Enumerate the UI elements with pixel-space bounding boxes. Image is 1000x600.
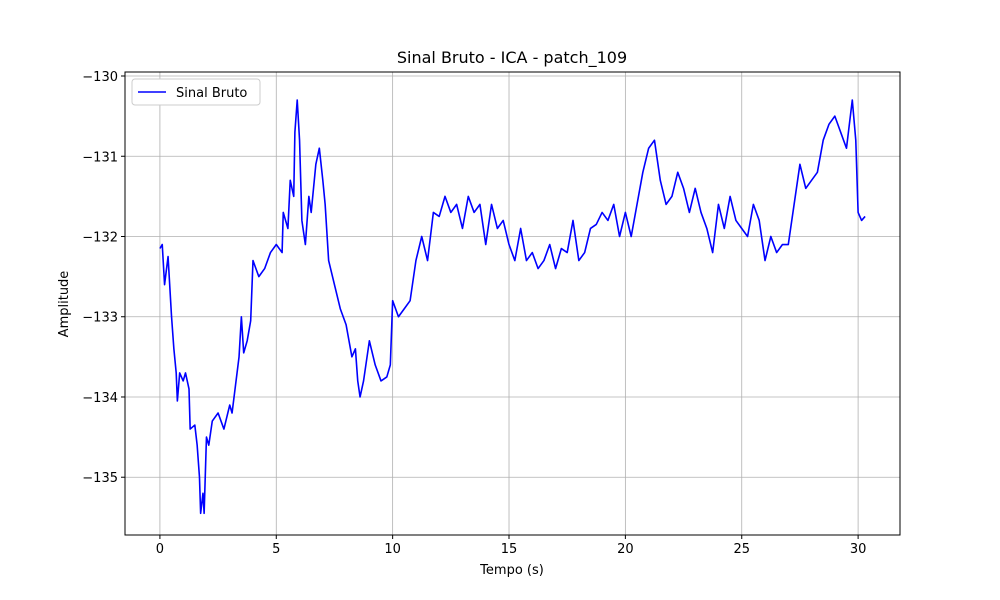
x-axis-label: Tempo (s): [479, 563, 544, 578]
y-tick-label: −134: [82, 391, 118, 406]
legend-label: Sinal Bruto: [176, 86, 247, 101]
legend-box: [131, 78, 261, 106]
y-tick-label: −132: [82, 230, 118, 245]
x-tick-label: 5: [272, 542, 280, 557]
signal-line: [159, 99, 866, 515]
y-axis-label: Amplitude: [57, 271, 72, 338]
x-tick-label: 30: [850, 542, 867, 557]
x-tick-label: 10: [384, 542, 401, 557]
y-tick-label: −131: [82, 150, 118, 165]
y-tick-label: −133: [82, 311, 118, 326]
x-tick-label: 0: [156, 542, 164, 557]
plot-frame: [124, 71, 901, 536]
x-tick-label: 20: [617, 542, 634, 557]
y-tick-label: −130: [82, 70, 118, 85]
x-tick-label: 15: [501, 542, 518, 557]
chart-title: Sinal Bruto - ICA - patch_109: [397, 48, 627, 68]
x-tick-label: 25: [733, 542, 750, 557]
y-tick-label: −135: [82, 471, 118, 486]
